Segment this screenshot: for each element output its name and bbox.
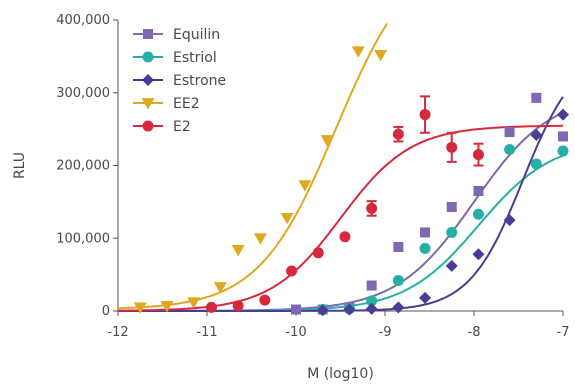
- legend-label: Estrone: [173, 73, 226, 89]
- x-axis-label: M (log10): [307, 366, 374, 382]
- legend-marker: [141, 98, 155, 110]
- point-estriol: [472, 208, 484, 220]
- legend-item-equilin: Equilin: [133, 27, 220, 43]
- point-estrone: [530, 128, 543, 141]
- x-tick-label: -9: [379, 325, 392, 340]
- point-e2: [392, 128, 404, 140]
- point-estriol: [366, 295, 378, 307]
- curve-estrone: [118, 96, 564, 312]
- point-ee2: [253, 233, 267, 245]
- x-tick-label: -10: [285, 325, 306, 340]
- point-e2: [286, 265, 298, 277]
- y-tick-label: 0: [102, 304, 110, 319]
- point-e2: [259, 294, 271, 306]
- point-ee2: [320, 135, 334, 147]
- x-tick-label: -11: [196, 325, 217, 340]
- point-estrone: [472, 248, 485, 261]
- point-estrone: [557, 108, 569, 121]
- legend-label: Estriol: [173, 50, 217, 66]
- point-estriol: [392, 274, 404, 286]
- data-points: [133, 46, 569, 317]
- y-ticks: 0 100,000 200,000 300,000 400,000: [56, 13, 118, 319]
- point-equilin: [473, 185, 484, 196]
- point-ee2: [231, 245, 245, 257]
- point-e2: [472, 149, 484, 161]
- x-tick-label: -12: [107, 325, 128, 340]
- legend-marker: [143, 29, 153, 39]
- y-tick-label: 400,000: [56, 13, 110, 28]
- point-equilin: [531, 92, 542, 103]
- legend-item-ee2: EE2: [133, 96, 200, 112]
- legend-label: E2: [173, 119, 191, 135]
- point-ee2: [298, 180, 312, 192]
- point-estriol: [504, 143, 516, 155]
- legend-label: EE2: [173, 96, 200, 112]
- y-axis-label: RLU: [12, 152, 28, 179]
- point-estrone: [445, 259, 458, 272]
- point-estrone: [365, 302, 378, 315]
- point-e2: [339, 231, 351, 243]
- legend-item-estrone: Estrone: [133, 73, 226, 89]
- point-estrone: [419, 291, 432, 304]
- point-ee2: [280, 213, 294, 225]
- point-ee2: [351, 46, 365, 58]
- point-equilin: [558, 131, 568, 142]
- point-estriol: [446, 226, 458, 238]
- point-ee2: [187, 297, 201, 309]
- legend-marker: [142, 120, 154, 132]
- curve-e2: [117, 124, 563, 312]
- point-estrone: [392, 301, 405, 314]
- point-estriol: [419, 242, 431, 254]
- point-estrone: [316, 304, 329, 317]
- curve-equilin: [118, 111, 564, 312]
- point-e2: [446, 141, 458, 153]
- point-e2: [419, 109, 431, 121]
- legend-marker: [142, 74, 154, 86]
- point-e2: [232, 300, 244, 312]
- y-tick-label: 200,000: [56, 159, 110, 174]
- fitted-curves: [117, 22, 564, 312]
- curve-ee2: [117, 22, 389, 310]
- legend-marker: [142, 51, 154, 63]
- point-estrone: [503, 214, 516, 227]
- point-ee2: [213, 282, 227, 294]
- legend-label: Equilin: [173, 27, 220, 43]
- x-tick-label: -7: [557, 325, 570, 340]
- point-equilin: [446, 201, 457, 212]
- point-equilin: [291, 304, 301, 315]
- curve-estriol: [118, 154, 564, 312]
- point-ee2: [160, 301, 174, 313]
- point-ee2: [133, 302, 147, 314]
- point-equilin: [366, 280, 377, 291]
- point-e2: [205, 301, 217, 313]
- legend: Equilin Estriol Estrone EE2 E2: [133, 27, 226, 135]
- legend-item-e2: E2: [133, 119, 191, 135]
- y-tick-label: 100,000: [56, 231, 110, 246]
- point-equilin: [504, 127, 515, 138]
- point-e2: [366, 202, 378, 214]
- point-equilin: [420, 227, 431, 238]
- point-e2: [312, 247, 324, 259]
- point-equilin: [393, 241, 404, 252]
- y-tick-label: 300,000: [56, 86, 110, 101]
- x-tick-label: -8: [468, 325, 481, 340]
- point-estriol: [530, 158, 542, 170]
- point-ee2: [374, 50, 388, 62]
- point-estrone: [343, 303, 356, 316]
- x-ticks: -12 -11 -10 -9 -8 -7: [107, 311, 569, 340]
- point-estriol: [557, 145, 569, 157]
- legend-item-estriol: Estriol: [133, 50, 217, 66]
